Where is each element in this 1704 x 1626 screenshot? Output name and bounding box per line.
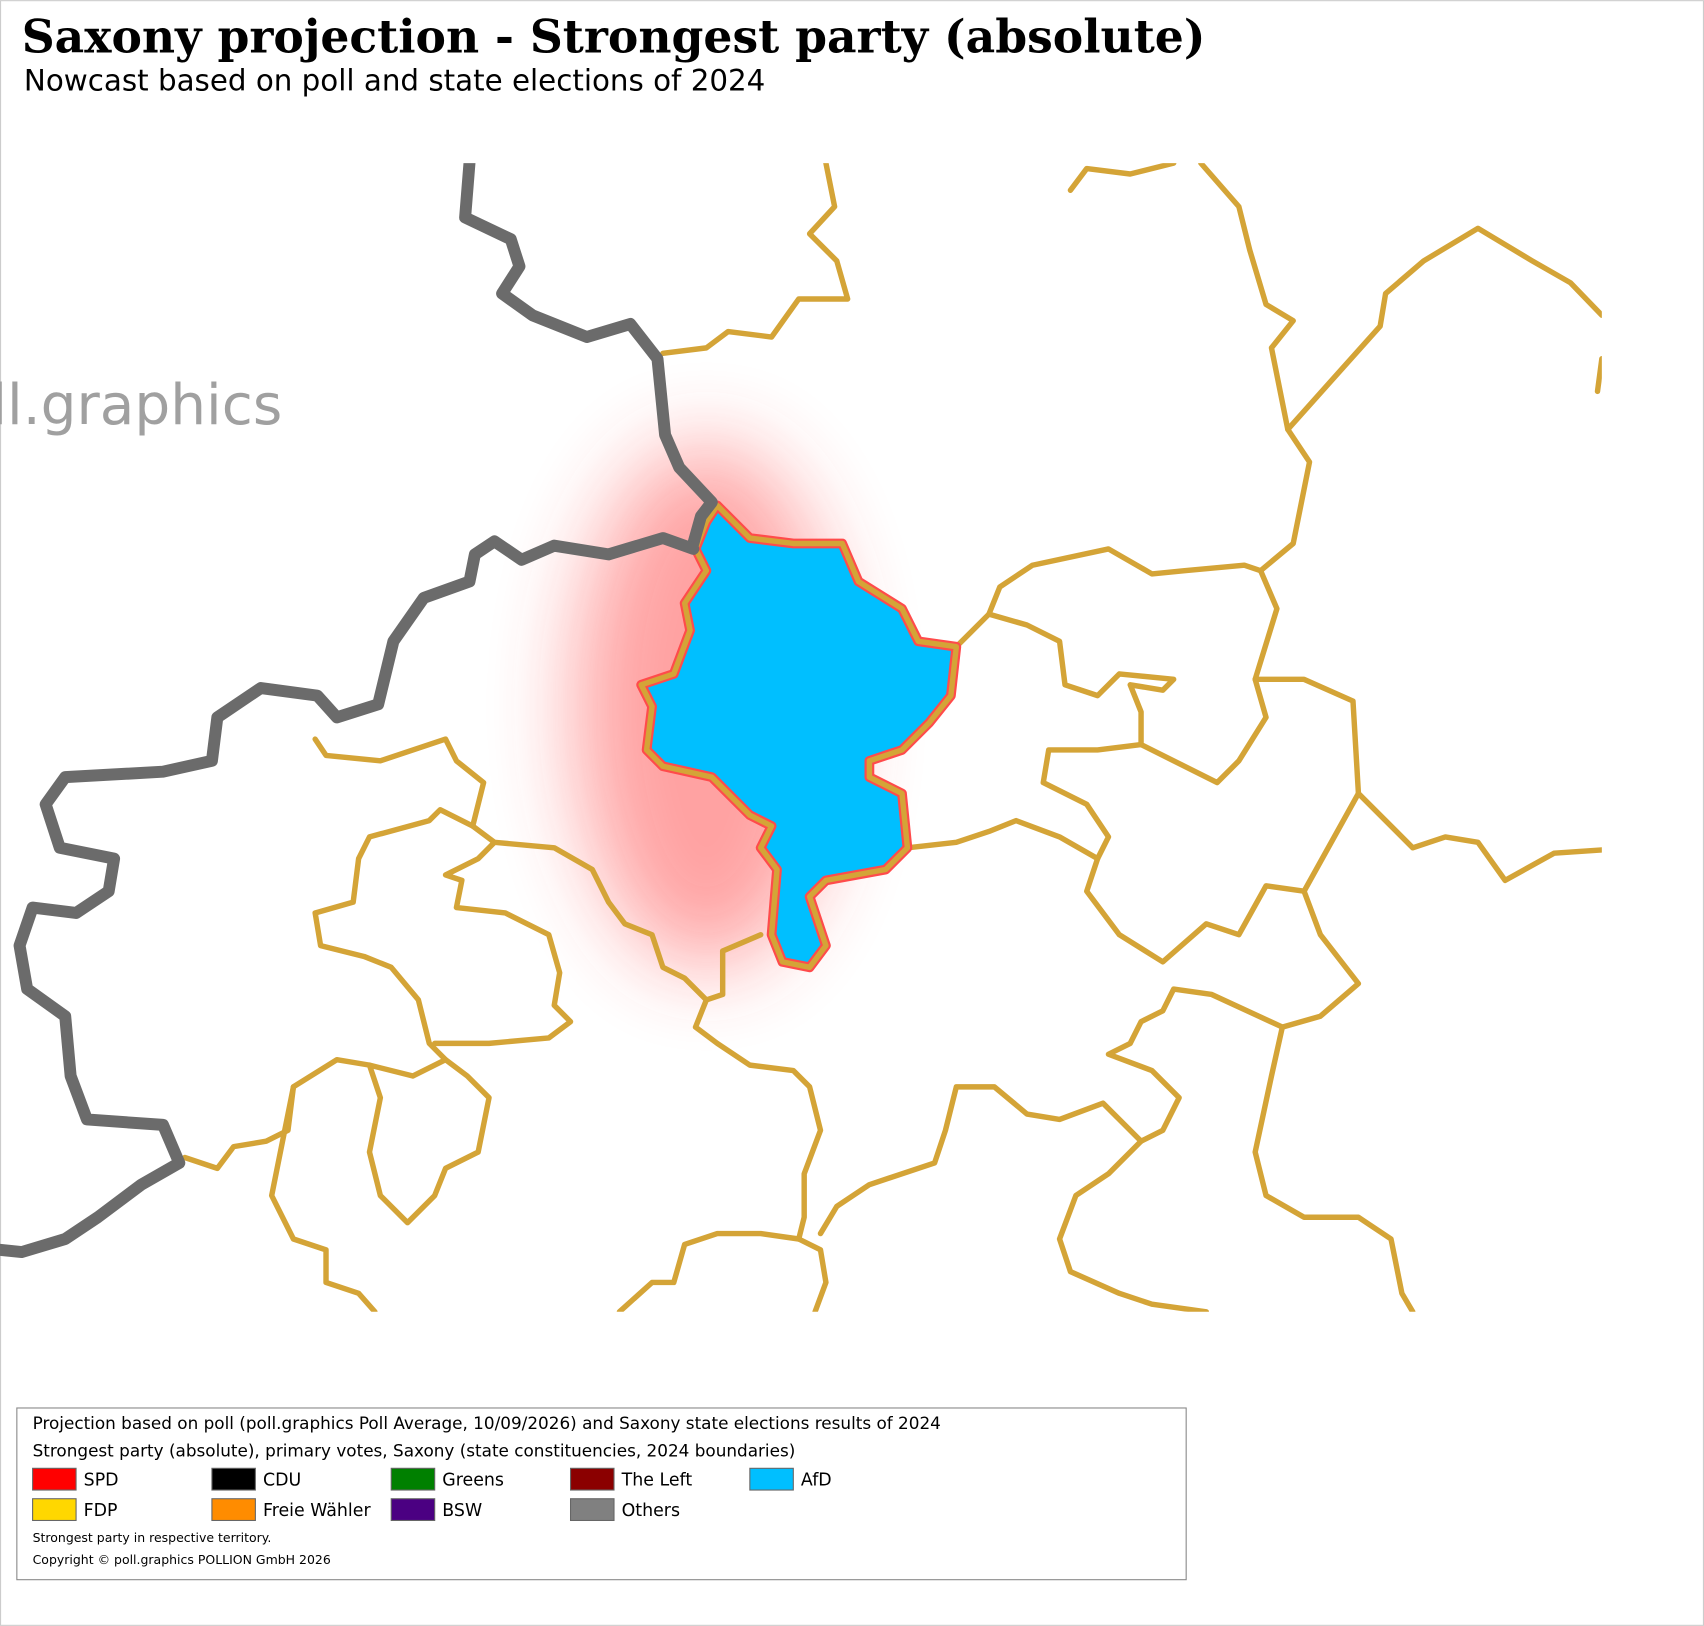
legend-label: FDP [84,1501,118,1521]
legend-label: CDU [263,1471,301,1491]
border [431,839,574,1047]
border [660,163,851,357]
legend-swatch [390,1498,436,1522]
legend-swatch [390,1467,436,1491]
border [904,817,1101,862]
subtitle: Nowcast based on poll and state election… [24,63,765,97]
legend-swatch [32,1467,77,1491]
border [366,1056,492,1226]
constituency-borders [182,163,1602,1312]
border [268,1084,378,1312]
legend-swatch [569,1467,615,1491]
border [1040,741,1362,965]
legend-label: The Left [621,1471,693,1491]
constituency-outline [638,502,960,971]
border [182,807,476,1172]
legend-swatch [749,1467,794,1491]
legend: Projection based on poll (poll.graphics … [16,1407,1187,1581]
legend-note: Strongest party in respective territory. [33,1530,272,1545]
legend-label: Greens [442,1471,504,1491]
border [953,163,1313,650]
legend-swatch [211,1467,256,1491]
border [1285,225,1602,433]
legend-box [16,1407,1187,1581]
legend-swatch [32,1498,77,1522]
border [796,1236,829,1312]
map: ll.graphics [0,163,1602,1312]
legend-label: BSW [442,1501,482,1521]
legend-line: Strongest party (absolute), primary vote… [33,1440,796,1460]
border [1056,1138,1209,1312]
watermark: ll.graphics [0,373,282,438]
legend-label: AfD [801,1471,832,1491]
state-border [0,532,700,1259]
legend-label: Others [622,1501,680,1521]
legend-swatch [569,1498,615,1522]
border [1252,676,1602,884]
title: Saxony projection - Strongest party (abs… [22,9,1206,63]
border [986,567,1280,786]
state-borders [0,163,718,1259]
state-border [459,163,718,550]
border [616,997,824,1312]
legend-note: Copyright © poll.graphics POLLION GmbH 2… [33,1552,331,1567]
legend-swatch [211,1498,256,1522]
border [1252,1024,1416,1312]
border [1594,356,1602,395]
legend-label: Freie Wähler [263,1501,371,1521]
legend-label: SPD [84,1471,119,1491]
legend-line: Projection based on poll (poll.graphics … [33,1413,941,1433]
